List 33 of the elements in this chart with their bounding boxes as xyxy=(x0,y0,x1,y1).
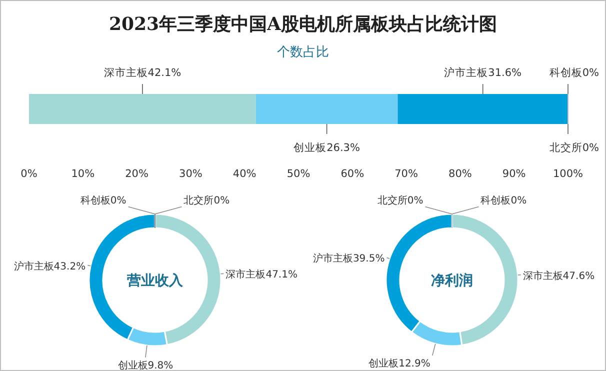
text: 深市主板42.1% xyxy=(104,67,182,79)
slice-label: 深市主板47.1% xyxy=(226,268,298,281)
text: 营业收入 xyxy=(126,273,184,289)
chart-subtitle: 个数占比 xyxy=(277,45,329,60)
x-tick-label: 50% xyxy=(286,168,310,180)
x-tick-label: 90% xyxy=(502,168,526,180)
x-tick-label: 100% xyxy=(552,168,584,180)
x-tick-label: 0% xyxy=(20,168,38,180)
x-tick-label: 40% xyxy=(232,168,256,180)
text: 沪市主板31.6% xyxy=(444,67,522,79)
text: 净利润 xyxy=(431,272,473,289)
bar xyxy=(29,94,256,124)
text: 创业板26.3% xyxy=(294,142,360,154)
text: 科创板0% xyxy=(549,67,599,79)
category-label: 科创板0% xyxy=(80,196,126,207)
slice-label: 沪市主板39.5% xyxy=(312,252,385,265)
bar xyxy=(398,94,568,124)
slice-label: 创业板12.9% xyxy=(368,357,430,370)
x-tick-label: 10% xyxy=(71,168,95,180)
chart-title: 2023年三季度中国A股电机所属板块占比统计图 xyxy=(108,14,498,35)
x-tick-label: 60% xyxy=(340,168,364,180)
x-tick-label: 20% xyxy=(125,168,148,180)
category-label: 北交所0% xyxy=(184,196,230,207)
slice-label: 深市主板47.6% xyxy=(522,270,595,282)
x-tick-label: 80% xyxy=(448,168,472,180)
category-label: 北交所0% xyxy=(377,196,424,207)
bar xyxy=(256,94,398,124)
slice-label: 创业板9.8% xyxy=(118,359,174,371)
slice-label: 沪市主板43.2% xyxy=(14,260,86,272)
text: 北交所0% xyxy=(549,142,599,154)
x-tick-label: 30% xyxy=(179,168,202,180)
category-label: 科创板0% xyxy=(480,196,527,207)
x-tick-label: 70% xyxy=(394,168,418,180)
